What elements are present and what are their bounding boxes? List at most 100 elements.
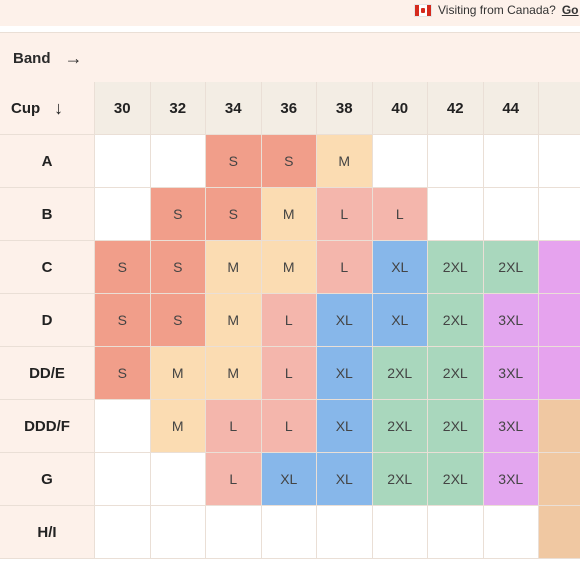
- arrow-down-icon: ↓: [54, 97, 64, 118]
- size-cell: 2XL: [372, 347, 428, 400]
- size-cell: M: [206, 347, 262, 400]
- empty-cell: [539, 453, 580, 506]
- size-cell: L: [317, 188, 373, 241]
- cup-size-label: A: [0, 135, 95, 188]
- size-cell: 2XL: [483, 241, 539, 294]
- size-cell: S: [261, 135, 317, 188]
- size-cell: L: [317, 241, 373, 294]
- size-cell: L: [206, 400, 262, 453]
- empty-cell: [428, 135, 484, 188]
- geo-banner-text: Visiting from Canada?: [438, 3, 556, 17]
- size-cell: L: [261, 400, 317, 453]
- empty-cell: [95, 506, 151, 559]
- empty-cell: [150, 506, 206, 559]
- empty-cell: [150, 135, 206, 188]
- empty-cell: [150, 453, 206, 506]
- size-cell: 2XL: [428, 347, 484, 400]
- size-cell: 2XL: [428, 453, 484, 506]
- size-chart-table: Cup ↓ 30 32 34 36 38 40 42 44 A S S M B S S M L L C S S M M L XL…: [0, 82, 580, 559]
- band-size-header: 34: [206, 82, 262, 135]
- band-size-header: 36: [261, 82, 317, 135]
- size-cell: 2XL: [372, 400, 428, 453]
- empty-cell: [95, 188, 151, 241]
- empty-cell: [539, 135, 580, 188]
- empty-cell: [539, 188, 580, 241]
- empty-cell: [539, 400, 580, 453]
- size-cell: XL: [317, 294, 373, 347]
- size-cell: M: [261, 241, 317, 294]
- size-cell: 2XL: [428, 241, 484, 294]
- size-cell: 3XL: [483, 294, 539, 347]
- band-size-header: 42: [428, 82, 484, 135]
- cup-size-label: H/I: [0, 506, 95, 559]
- band-size-header: 32: [150, 82, 206, 135]
- empty-cell: [539, 347, 580, 400]
- cup-size-label: DD/E: [0, 347, 95, 400]
- geo-banner-link[interactable]: Go: [561, 3, 579, 17]
- size-cell: XL: [317, 400, 373, 453]
- size-cell: XL: [372, 294, 428, 347]
- empty-cell: [372, 135, 428, 188]
- size-cell: 3XL: [483, 347, 539, 400]
- size-cell: XL: [261, 453, 317, 506]
- size-cell: M: [206, 294, 262, 347]
- band-size-header: [539, 82, 580, 135]
- band-size-header: 44: [483, 82, 539, 135]
- empty-cell: [483, 135, 539, 188]
- size-cell: XL: [317, 453, 373, 506]
- size-cell: M: [150, 347, 206, 400]
- empty-cell: [428, 188, 484, 241]
- empty-cell: [539, 506, 580, 559]
- cup-header: Cup ↓: [0, 82, 95, 135]
- band-header-row: Band →: [0, 32, 580, 84]
- geo-banner-message: Visiting from Canada? Go: [414, 3, 579, 17]
- geo-banner: Visiting from Canada? Go: [0, 0, 580, 26]
- size-cell: L: [372, 188, 428, 241]
- size-cell: 2XL: [372, 453, 428, 506]
- cup-size-label: DDD/F: [0, 400, 95, 453]
- size-cell: S: [206, 135, 262, 188]
- size-cell: L: [206, 453, 262, 506]
- empty-cell: [483, 188, 539, 241]
- size-cell: M: [261, 188, 317, 241]
- canada-flag-icon: [414, 3, 432, 17]
- size-cell: S: [150, 294, 206, 347]
- size-cell: S: [95, 241, 151, 294]
- cup-size-label: B: [0, 188, 95, 241]
- empty-cell: [428, 506, 484, 559]
- size-cell: 2XL: [428, 400, 484, 453]
- size-cell: XL: [317, 347, 373, 400]
- size-cell: L: [261, 294, 317, 347]
- empty-cell: [483, 506, 539, 559]
- size-cell: S: [150, 241, 206, 294]
- size-cell: XL: [372, 241, 428, 294]
- cup-size-label: D: [0, 294, 95, 347]
- empty-cell: [95, 135, 151, 188]
- size-cell: 3XL: [483, 453, 539, 506]
- band-size-header: 40: [372, 82, 428, 135]
- size-cell: S: [206, 188, 262, 241]
- band-label: Band: [13, 49, 51, 67]
- size-cell: M: [206, 241, 262, 294]
- empty-cell: [95, 400, 151, 453]
- size-cell: L: [261, 347, 317, 400]
- empty-cell: [317, 506, 373, 559]
- size-cell: M: [150, 400, 206, 453]
- size-cell: 2XL: [428, 294, 484, 347]
- arrow-right-icon: →: [64, 47, 83, 68]
- empty-cell: [261, 506, 317, 559]
- cup-size-label: G: [0, 453, 95, 506]
- size-cell: S: [95, 347, 151, 400]
- size-cell: S: [150, 188, 206, 241]
- cup-label: Cup: [11, 99, 41, 117]
- empty-cell: [95, 453, 151, 506]
- empty-cell: [539, 294, 580, 347]
- size-cell: 3XL: [483, 400, 539, 453]
- empty-cell: [539, 241, 580, 294]
- size-cell: M: [317, 135, 373, 188]
- band-size-header: 30: [95, 82, 151, 135]
- empty-cell: [206, 506, 262, 559]
- size-cell: S: [95, 294, 151, 347]
- empty-cell: [372, 506, 428, 559]
- band-size-header: 38: [317, 82, 373, 135]
